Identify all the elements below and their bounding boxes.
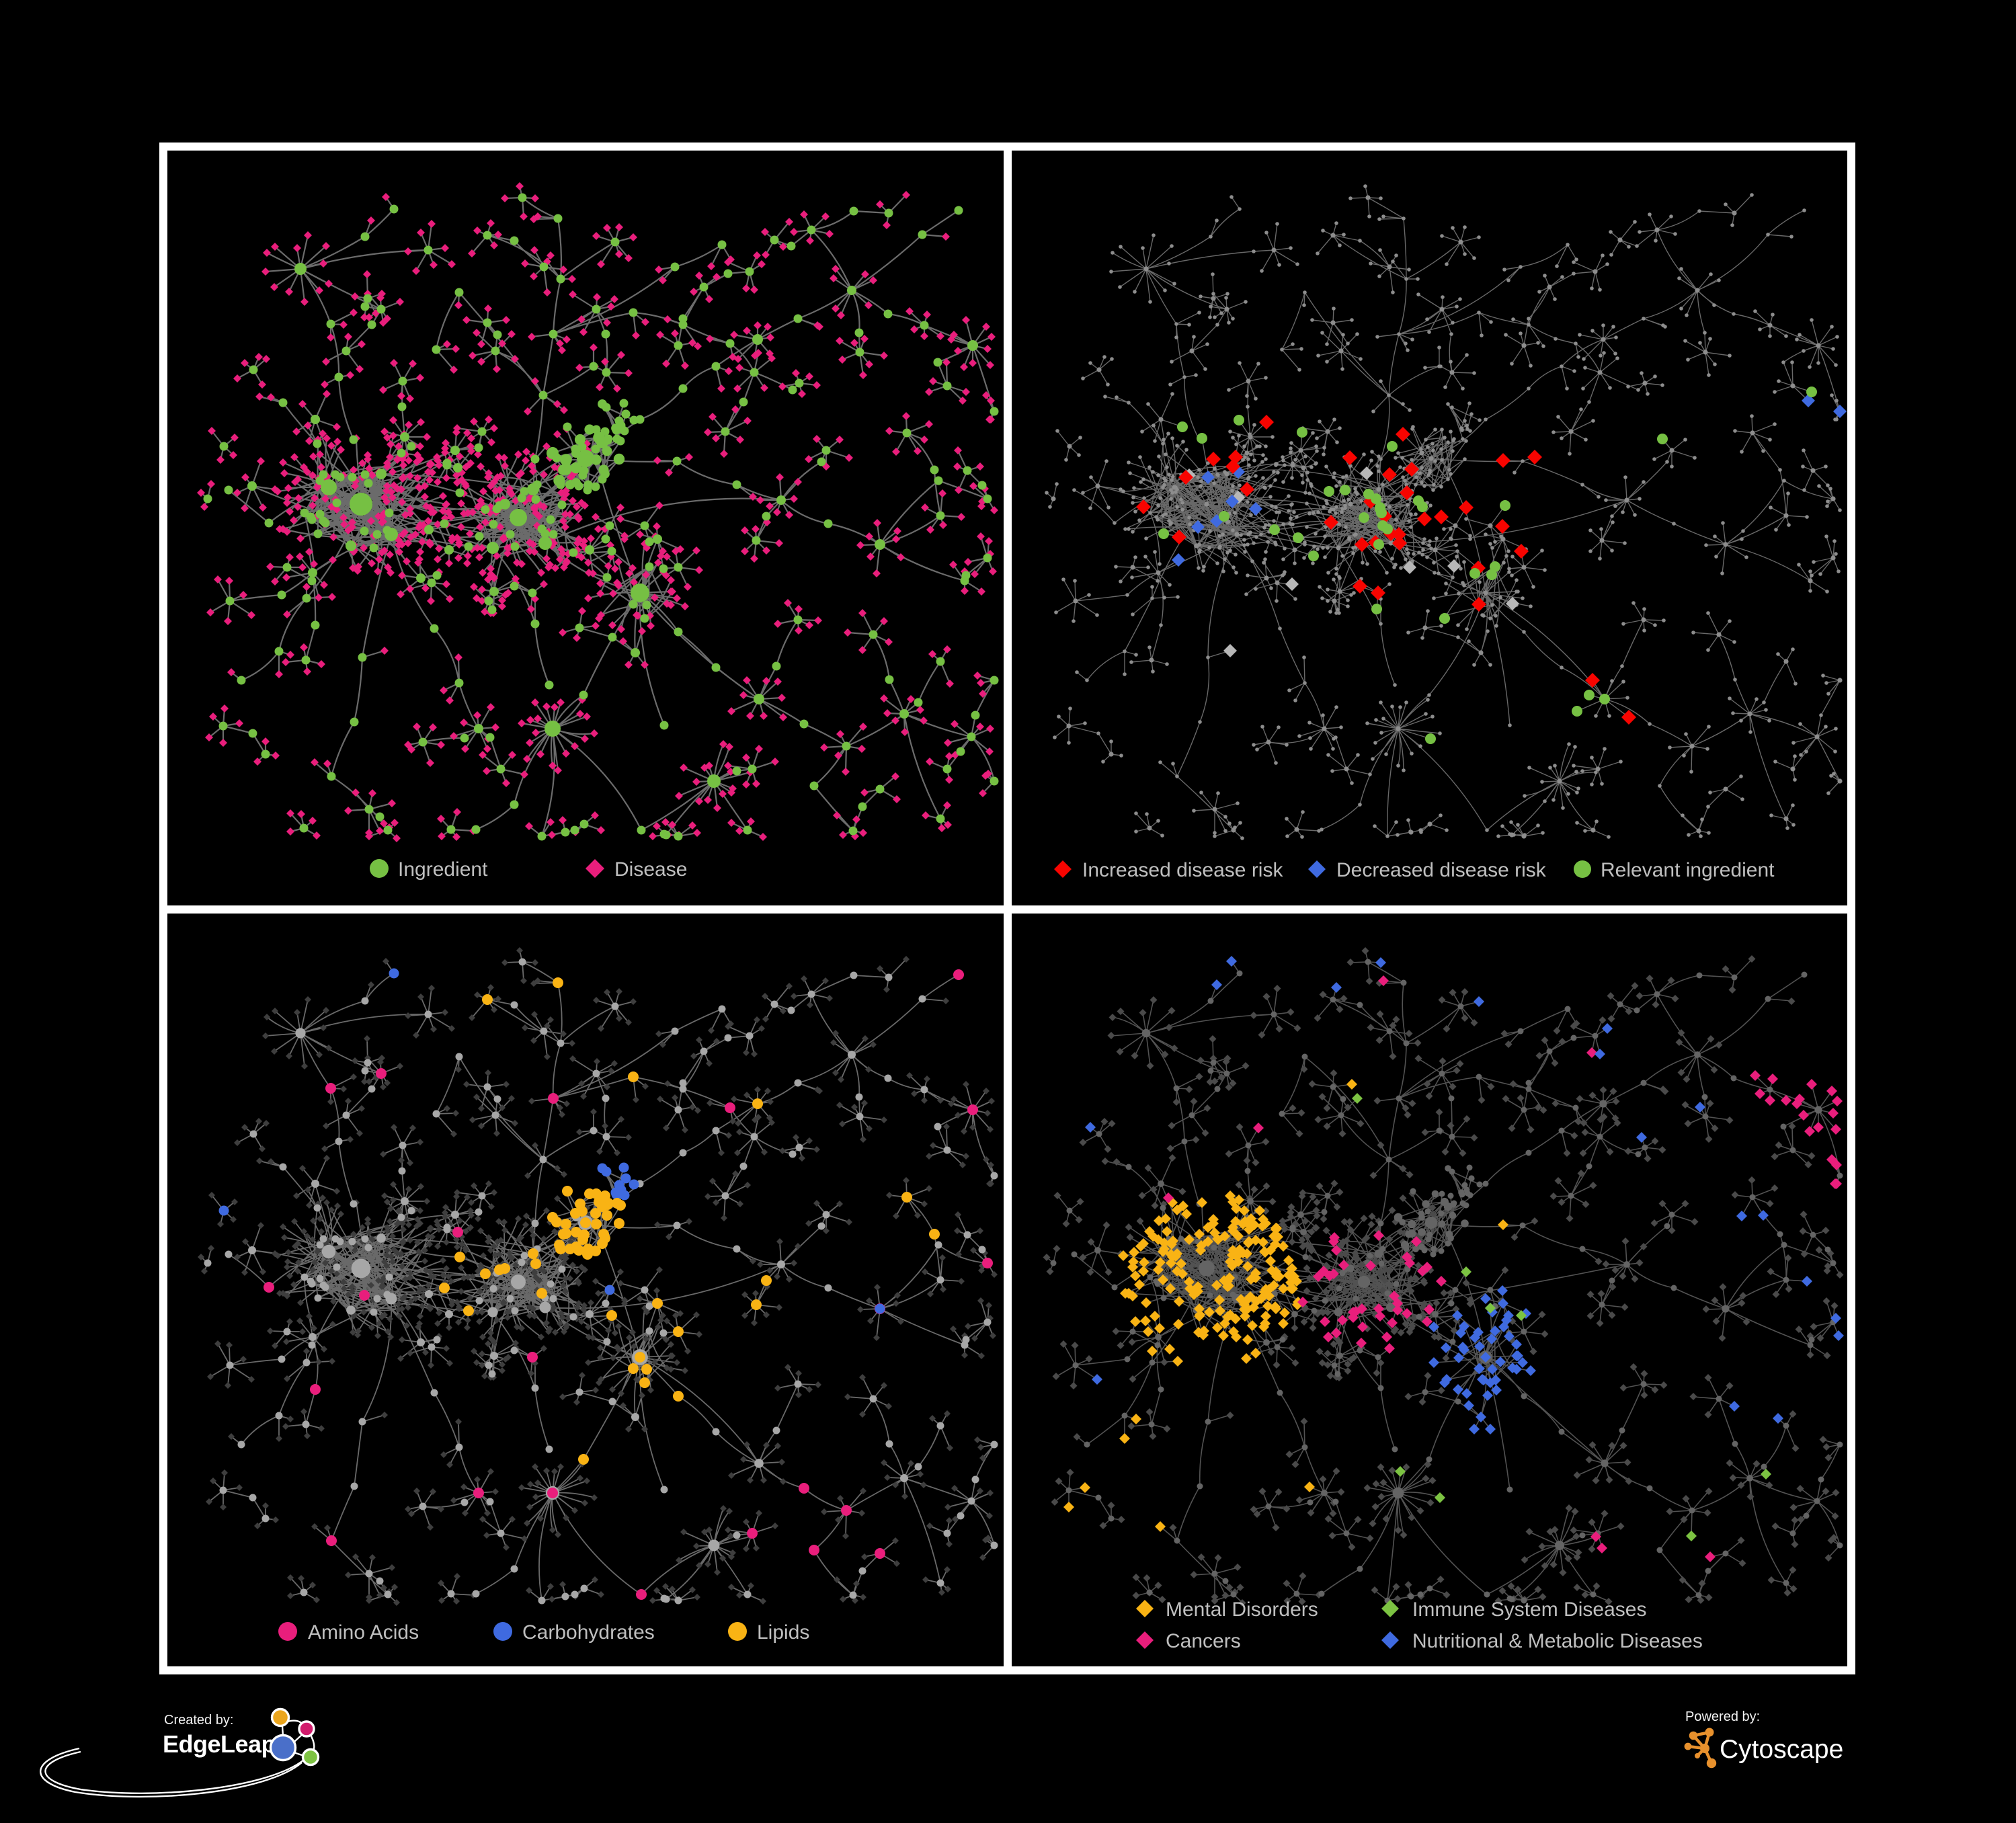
svg-text:Created by:: Created by: [164, 1713, 233, 1728]
svg-text:Relevant ingredient: Relevant ingredient [1601, 859, 1775, 881]
svg-text:EdgeLeap: EdgeLeap [163, 1730, 276, 1758]
svg-text:Carbohydrates: Carbohydrates [522, 1621, 655, 1644]
svg-text:Increased disease risk: Increased disease risk [1082, 859, 1283, 881]
svg-text:Mental Disorders: Mental Disorders [1166, 1598, 1318, 1621]
svg-text:Lipids: Lipids [757, 1621, 809, 1644]
svg-text:Disease: Disease [614, 858, 687, 881]
svg-text:Cytoscape: Cytoscape [1720, 1735, 1843, 1764]
svg-text:Decreased disease risk: Decreased disease risk [1336, 859, 1547, 881]
svg-text:Amino Acids: Amino Acids [308, 1621, 419, 1644]
svg-text:Cancers: Cancers [1166, 1630, 1241, 1652]
svg-text:Ingredient: Ingredient [398, 858, 488, 881]
svg-text:Nutritional & Metabolic Diseas: Nutritional & Metabolic Diseases [1412, 1630, 1703, 1652]
svg-text:Powered by:: Powered by: [1685, 1709, 1760, 1724]
svg-text:Immune System Diseases: Immune System Diseases [1412, 1598, 1646, 1621]
